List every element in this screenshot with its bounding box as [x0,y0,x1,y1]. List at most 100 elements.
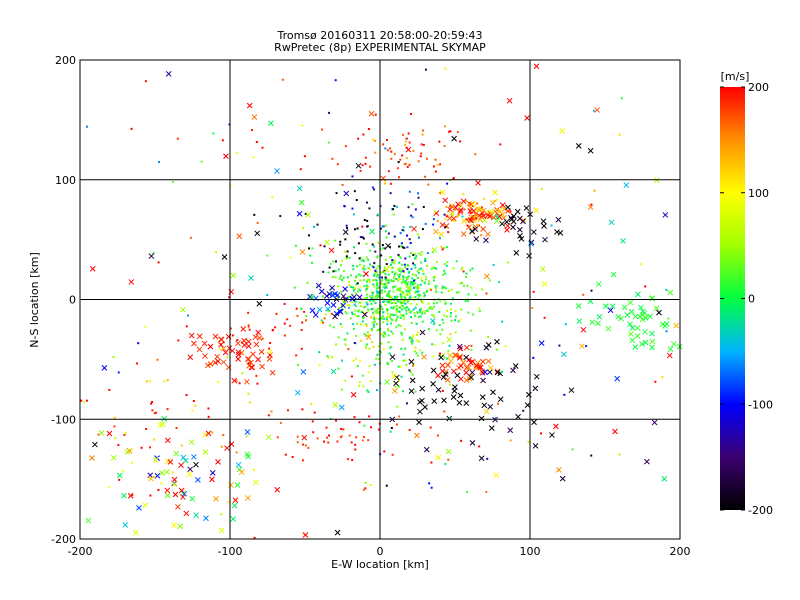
scatter-dot [327,441,330,444]
scatter-dot [422,129,425,132]
scatter-x-mark [254,230,261,237]
scatter-dot [445,246,448,249]
scatter-dot [305,315,308,318]
scatter-dot [356,290,359,293]
scatter-dot [85,399,88,402]
scatter-dot [354,443,357,446]
scatter-x-mark [628,331,634,337]
scatter-dot [384,285,387,288]
scatter-x-mark [132,529,139,536]
scatter-dot [359,289,362,292]
scatter-dot [447,289,450,292]
scatter-x-mark [89,455,95,461]
scatter-x-mark [316,306,323,313]
scatter-dot [366,278,369,281]
scatter-dot [403,295,406,298]
scatter-x-mark [472,223,479,230]
scatter-x-mark [661,476,668,482]
scatter-dot [381,283,384,286]
scatter-dot [448,344,451,347]
scatter-dot [302,443,305,446]
scatter-dot [248,328,251,331]
scatter-dot [414,296,417,299]
scatter-dot [432,306,435,309]
scatter-dot [374,113,377,116]
scatter-dot [321,295,324,298]
scatter-x-mark [576,318,583,325]
scatter-dot [410,338,413,341]
scatter-dot [454,331,457,334]
scatter-dot [370,316,373,319]
scatter-dot [337,336,340,339]
scatter-dot [381,225,384,228]
scatter-dot [395,318,398,321]
scatter-dot [390,306,393,309]
scatter-dot [235,379,238,382]
scatter-dot [140,446,143,449]
scatter-x-mark [452,352,458,359]
scatter-dot [328,434,331,437]
scatter-dot [465,275,468,278]
scatter-x-mark [318,288,325,295]
scatter-dot [361,236,364,239]
scatter-x-mark [164,492,171,499]
scatter-dot [347,295,350,298]
scatter-x-mark [236,233,243,240]
scatter-dot [303,310,306,313]
scatter-dot [644,285,647,288]
scatter-dot [403,246,406,249]
scatter-dot [429,289,432,292]
scatter-dot [163,380,166,383]
scatter-x-mark [248,275,254,281]
scatter-dot [247,362,250,365]
scatter-dot [297,364,300,367]
scatter-dot [185,325,188,328]
scatter-dot [353,228,356,231]
scatter-dot [415,257,418,260]
scatter-dot [327,309,330,312]
scatter-dot [424,275,427,278]
scatter-dot [425,278,428,281]
scatter-dot [460,268,463,271]
scatter-dot [405,309,408,312]
scatter-x-mark [302,532,309,538]
scatter-dot [389,345,392,348]
scatter-x-mark [531,419,537,426]
scatter-dot [390,157,393,160]
scatter-dot [207,415,210,418]
scatter-dot [343,250,346,253]
scatter-dot [136,362,139,365]
scatter-dot [342,276,345,279]
scatter-dot [462,193,465,196]
scatter-dot [369,299,372,302]
scatter-dot [418,286,421,289]
scatter-dot [411,340,414,343]
scatter-dot [387,273,390,276]
scatter-x-mark [673,322,680,329]
scatter-x-mark [325,306,331,312]
scatter-dot [399,289,402,292]
scatter-x-mark [639,341,645,347]
scatter-dot [366,296,369,299]
scatter-x-mark [447,352,454,359]
y-tick-label: -100 [51,413,76,426]
scatter-dot [144,325,147,328]
scatter-dot [392,290,395,293]
scatter-x-mark [187,354,194,361]
scatter-x-mark [450,215,457,222]
scatter-dot [563,393,566,396]
scatter-dot [235,451,238,454]
scatter-dot [398,261,401,264]
scatter-dot [490,212,493,215]
scatter-dot [392,280,395,283]
scatter-dot [390,313,393,316]
scatter-dot [384,182,387,185]
scatter-dot [392,307,395,310]
scatter-dot [399,158,402,161]
scatter-dot [430,267,433,270]
scatter-dot [395,296,398,299]
scatter-x-mark [419,329,426,336]
scatter-dot [375,267,378,270]
scatter-x-mark [639,312,646,318]
scatter-dot [445,205,448,208]
